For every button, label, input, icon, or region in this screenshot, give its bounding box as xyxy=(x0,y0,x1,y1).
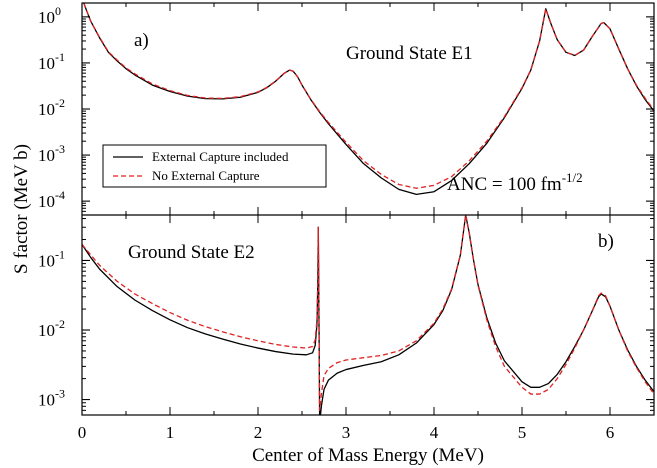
y-tick-label-exponent: 0 xyxy=(55,4,61,18)
y-tick-label-base: 10 xyxy=(38,321,55,340)
x-axis-title: Center of Mass Energy (MeV) xyxy=(252,445,484,466)
x-tick-label: 2 xyxy=(254,423,263,442)
legend-box xyxy=(102,144,327,188)
panel-a-series-0-line xyxy=(83,3,654,196)
anc-annotation-prefix: ANC = 100 fm xyxy=(447,174,562,195)
panel-b-y-ticks: 10-110-210-3 xyxy=(38,218,654,416)
y-tick-label-exponent: -2 xyxy=(55,96,65,110)
legend-label-1: No External Capture xyxy=(152,168,260,183)
x-tick-label: 3 xyxy=(342,423,351,442)
x-tick-label: 6 xyxy=(606,423,615,442)
x-tick-label: 0 xyxy=(78,423,87,442)
y-tick-label-base: 10 xyxy=(38,8,55,27)
panel-a-y-tick-label: 10-3 xyxy=(38,142,65,165)
plot-frame xyxy=(81,2,655,416)
y-tick-label-exponent: -1 xyxy=(55,50,65,64)
panel-b-y-tick-label: 10-2 xyxy=(38,317,65,340)
panel-b: 10-110-210-3 Ground State E2 b) xyxy=(38,215,654,416)
y-tick-label-base: 10 xyxy=(38,192,55,211)
x-tick-label: 5 xyxy=(518,423,527,442)
panel-b-series-1-line xyxy=(82,215,654,411)
y-tick-label-exponent: -2 xyxy=(55,317,65,331)
panel-b-series xyxy=(82,215,654,415)
panel-b-label: b) xyxy=(598,231,614,252)
x-tick-label: 4 xyxy=(430,423,439,442)
y-tick-label-exponent: -3 xyxy=(55,387,65,401)
x-axis-ticks: 0 1 2 3 4 5 6 xyxy=(78,3,655,442)
panel-a-title: Ground State E1 xyxy=(346,43,473,64)
y-tick-label-exponent: -4 xyxy=(55,188,65,202)
y-axis-title: S factor (MeV b) xyxy=(11,144,32,274)
anc-annotation: ANC = 100 fm-1/2 xyxy=(447,170,583,195)
panel-a-y-tick-label: 10-2 xyxy=(38,96,65,119)
legend-label-0: External Capture included xyxy=(152,149,289,164)
panel-a-series-1-line xyxy=(83,3,654,189)
panel-a-y-tick-label: 10-1 xyxy=(38,50,65,73)
y-tick-label-exponent: -3 xyxy=(55,142,65,156)
y-tick-label-exponent: -1 xyxy=(55,247,65,261)
x-tick-label: 1 xyxy=(166,423,175,442)
panel-b-y-tick-label: 10-1 xyxy=(38,247,65,270)
panel-b-title: Ground State E2 xyxy=(128,242,255,263)
y-tick-label-base: 10 xyxy=(38,54,55,73)
panel-a-y-tick-label: 100 xyxy=(38,4,61,27)
y-tick-label-base: 10 xyxy=(38,146,55,165)
legend: External Capture included No External Ca… xyxy=(102,144,327,188)
panel-a-label: a) xyxy=(134,30,149,51)
anc-annotation-exponent: -1/2 xyxy=(562,170,583,185)
panel-a-series xyxy=(83,3,654,196)
panel-b-y-tick-label: 10-3 xyxy=(38,387,65,410)
panel-a-y-tick-label: 10-4 xyxy=(38,188,65,211)
y-tick-label-base: 10 xyxy=(38,100,55,119)
y-tick-label-base: 10 xyxy=(38,251,55,270)
y-tick-label-base: 10 xyxy=(38,391,55,410)
